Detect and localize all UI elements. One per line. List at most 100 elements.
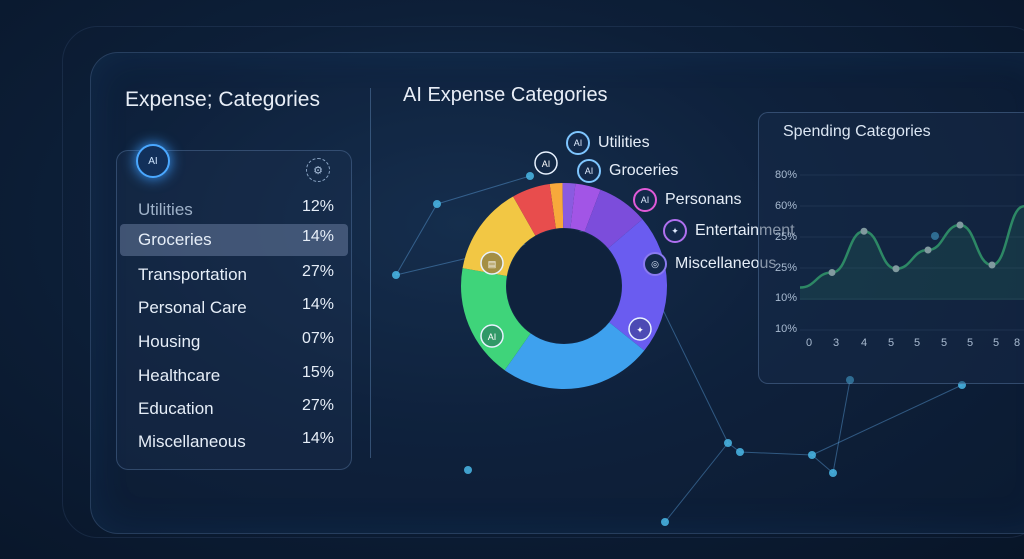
x-tick: 0 (806, 337, 813, 349)
category-name: Miscellaneous (138, 432, 246, 451)
list-item-selected[interactable]: Groceries 14% (120, 224, 348, 256)
left-panel-title: Expense; Categories (125, 88, 320, 111)
svg-text:AI: AI (542, 159, 551, 169)
globe-icon: ◎ (643, 252, 667, 276)
network-node (808, 451, 816, 459)
y-tick: 10% (775, 292, 798, 304)
x-tick: 8 (1014, 337, 1021, 349)
donut-slice[interactable] (584, 189, 643, 249)
data-point[interactable] (860, 227, 868, 235)
back-frame (62, 26, 1024, 538)
donut-slice[interactable] (461, 268, 531, 371)
y-tick: 60% (775, 200, 798, 212)
list-item[interactable]: Miscellaneous 14% (120, 426, 348, 458)
panel-divider (370, 88, 371, 458)
ai-badge-icon: AI (566, 131, 590, 155)
donut-slice[interactable] (549, 183, 564, 229)
y-tick: 80% (775, 169, 798, 181)
network-node (392, 271, 400, 279)
category-name: Housing (138, 332, 201, 351)
segment-icon: AI (534, 151, 558, 175)
x-tick: 5 (888, 337, 895, 349)
data-point[interactable] (956, 221, 964, 229)
network-node (931, 232, 939, 240)
category-pct: 27% (301, 263, 334, 280)
category-name: Utilities (138, 200, 193, 219)
svg-text:AI: AI (488, 332, 497, 342)
svg-text:✦: ✦ (636, 325, 644, 335)
donut-slice[interactable] (504, 322, 645, 389)
list-item[interactable]: Education 27% (120, 393, 348, 425)
category-pct: 14% (301, 296, 334, 313)
line-chart-title: Spending Catεgories (783, 123, 931, 140)
legend-label: Entertainment (695, 222, 795, 239)
network-link (436, 175, 531, 205)
category-pct: 12% (301, 198, 334, 215)
network-node (829, 469, 837, 477)
segment-icon: AI (480, 324, 504, 348)
category-list-panel (116, 150, 352, 470)
x-tick: 5 (993, 337, 1000, 349)
settings-icon[interactable]: ⚙ (306, 158, 330, 182)
donut-slice[interactable] (570, 183, 601, 232)
y-tick: 25% (775, 231, 798, 243)
legend-label: Personans (665, 191, 742, 208)
data-point[interactable] (988, 261, 996, 269)
category-pct: 07% (301, 330, 334, 347)
list-item[interactable]: Healthcare 15% (120, 360, 348, 392)
svg-text:▤: ▤ (488, 259, 497, 269)
legend-label: Utilities (598, 134, 650, 151)
x-tick: 5 (967, 337, 974, 349)
x-tick: 3 (833, 337, 840, 349)
network-node (464, 466, 472, 474)
network-link (811, 384, 963, 456)
donut-chart-title: AI Expense Categories (403, 84, 608, 106)
network-node (736, 448, 744, 456)
network-node (724, 439, 732, 447)
network-link (739, 451, 813, 456)
gear-icon: ✦ (663, 219, 687, 243)
legend-miscellaneous[interactable]: ◎ Miscellaneous (643, 252, 776, 276)
donut-slice[interactable] (562, 183, 576, 229)
network-link (395, 203, 438, 276)
donut-slice[interactable] (513, 184, 556, 236)
list-item[interactable]: Housing 07% (120, 326, 348, 358)
category-name: Personal Care (138, 298, 247, 317)
donut-hole (507, 229, 621, 343)
list-item[interactable]: Personal Care 14% (120, 292, 348, 324)
legend-label: Groceries (609, 162, 679, 179)
network-link (832, 379, 851, 474)
category-pct: 14% (301, 228, 334, 245)
data-point[interactable] (828, 269, 836, 276)
y-tick: 25% (775, 262, 798, 274)
legend-utilities[interactable]: AI Utilities (566, 131, 650, 155)
legend-personal[interactable]: AI Personans (633, 188, 742, 212)
legend-groceries[interactable]: AI Groceries (577, 159, 678, 183)
x-tick: 4 (861, 337, 868, 349)
category-name: Groceries (138, 230, 212, 249)
legend-entertainment[interactable]: ✦ Entertainment (663, 219, 795, 243)
y-tick: 10% (775, 323, 798, 335)
data-point[interactable] (892, 265, 900, 273)
legend-label: Miscellaneous (675, 255, 777, 272)
x-tick: 5 (914, 337, 921, 349)
category-name: Education (138, 399, 214, 418)
list-item[interactable]: Utilities 12% (120, 194, 348, 226)
network-link (811, 454, 834, 474)
line-chart-panel (758, 112, 1024, 384)
network-node (846, 376, 854, 384)
data-point[interactable] (924, 246, 932, 254)
segment-icon: ✦ (628, 317, 652, 341)
network-node (433, 200, 441, 208)
ai-badge-icon: AI (633, 188, 657, 212)
category-pct: 27% (301, 397, 334, 414)
donut-slice[interactable] (462, 196, 536, 276)
network-node (958, 381, 966, 389)
ai-chip-icon: AI (136, 144, 170, 178)
ai-badge-icon: AI (577, 159, 601, 183)
x-tick: 5 (941, 337, 948, 349)
list-item[interactable]: Transportation 27% (120, 259, 348, 291)
category-name: Healthcare (138, 366, 221, 385)
segment-icon: ▤ (480, 251, 504, 275)
